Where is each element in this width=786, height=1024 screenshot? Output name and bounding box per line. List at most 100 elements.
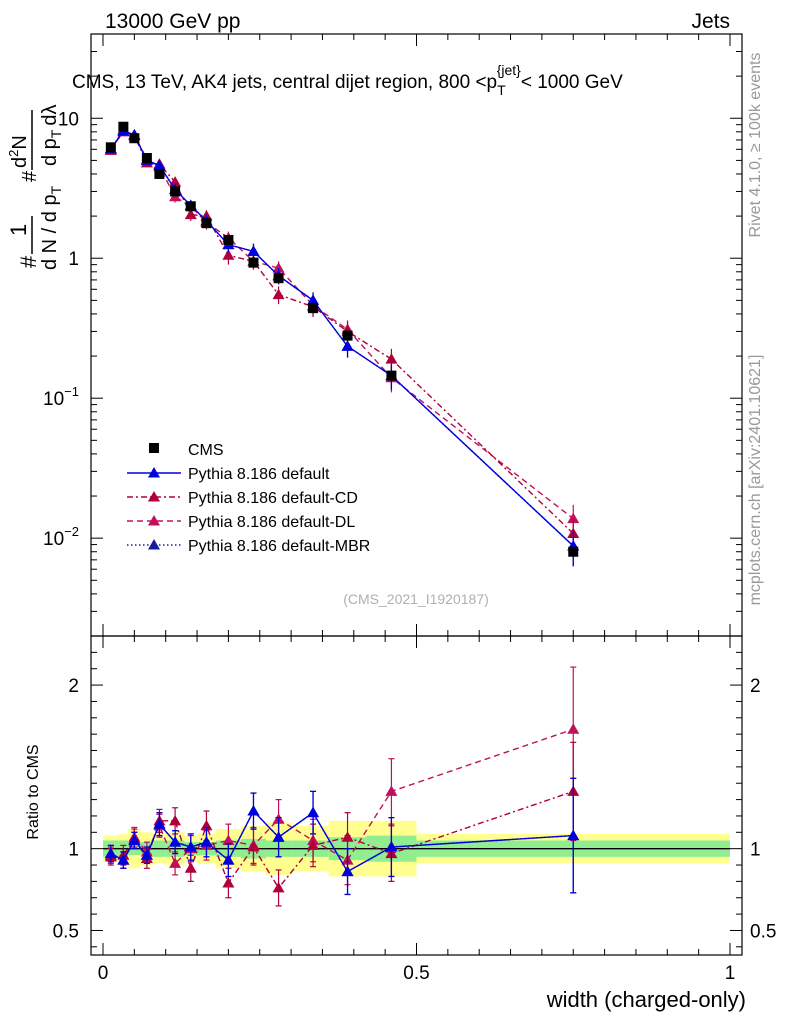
data-point bbox=[129, 133, 140, 144]
ratio-point bbox=[153, 818, 166, 829]
x-tick-label: 0 bbox=[98, 963, 109, 984]
legend-marker bbox=[148, 539, 160, 550]
ratio-point bbox=[385, 785, 398, 796]
ratio-y-label: Ratio to CMS bbox=[25, 744, 42, 839]
legend-entry: Pythia 8.186 default bbox=[127, 466, 330, 483]
analysis-watermark: (CMS_2021_I1920187) bbox=[343, 591, 489, 607]
title-prefix: CMS, 13 TeV, AK4 jets, central dijet reg… bbox=[72, 72, 497, 93]
ratio-point bbox=[341, 865, 354, 877]
ratio-point bbox=[169, 836, 182, 847]
ratio-point bbox=[567, 723, 580, 734]
ratio-panel: 0.5 0.5 1 1 2 2 0 0.5 1 bbox=[53, 635, 776, 984]
legend-entry: Pythia 8.186 default-DL bbox=[127, 514, 355, 531]
ratio-point bbox=[567, 829, 580, 841]
ratio-y-tick-label-right: 2 bbox=[750, 676, 761, 697]
ratio-point bbox=[200, 836, 213, 847]
series-point bbox=[222, 249, 235, 260]
series-line bbox=[110, 131, 574, 520]
legend-label: Pythia 8.186 default-CD bbox=[188, 490, 358, 507]
ratio-point bbox=[169, 857, 182, 868]
legend-label: CMS bbox=[188, 442, 224, 459]
ylabel-hash1: # bbox=[16, 255, 41, 268]
ratio-y-tick-label-right: 0.5 bbox=[750, 921, 776, 942]
ratio-series-0 bbox=[104, 777, 580, 896]
x-tick-label: 1 bbox=[725, 963, 736, 984]
legend-marker bbox=[148, 467, 160, 478]
ratio-point bbox=[307, 806, 320, 818]
series-point bbox=[272, 288, 285, 300]
ratio-point bbox=[222, 854, 235, 865]
legend-label: Pythia 8.186 default-DL bbox=[188, 514, 355, 531]
ratio-point bbox=[341, 831, 354, 842]
data-point bbox=[141, 153, 152, 164]
title-suffix: < 1000 GeV bbox=[521, 72, 623, 93]
series-point bbox=[385, 353, 398, 364]
ratio-frame bbox=[90, 635, 743, 956]
energy-label: 13000 GeV pp bbox=[105, 10, 240, 33]
legend-marker bbox=[148, 491, 160, 502]
y-tick-label: 1 bbox=[68, 249, 79, 270]
data-point bbox=[201, 218, 212, 229]
ratio-y-tick-label: 2 bbox=[68, 676, 79, 697]
x-axis-label: width (charged-only) bbox=[546, 987, 746, 1012]
main-y-label: # 1 d N / d pT # d2N d pTdλ bbox=[6, 105, 64, 271]
data-point bbox=[154, 168, 165, 179]
legend-entry: CMS bbox=[149, 442, 224, 459]
series-point bbox=[153, 159, 166, 170]
legend-marker bbox=[148, 515, 160, 526]
legend-entry: Pythia 8.186 default-MBR bbox=[127, 538, 370, 555]
rivet-label: Rivet 4.1.0, ≥ 100k events bbox=[747, 53, 764, 238]
ratio-point bbox=[247, 805, 260, 816]
y-tick-label: 10 bbox=[58, 109, 79, 130]
ratio-y-tick-label: 0.5 bbox=[53, 921, 79, 942]
data-point bbox=[185, 201, 196, 212]
ratio-point bbox=[117, 854, 130, 865]
ylabel-dpt: d pTdλ bbox=[39, 105, 64, 167]
legend: CMS Pythia 8.186 default Pythia 8.186 defa… bbox=[127, 442, 370, 555]
data-point bbox=[248, 257, 259, 268]
ratio-point bbox=[140, 849, 153, 860]
ratio-point bbox=[169, 814, 182, 826]
data-point bbox=[170, 186, 181, 197]
ratio-point bbox=[272, 881, 285, 893]
title-sup: {jet} bbox=[497, 62, 521, 78]
data-point bbox=[568, 546, 579, 557]
ratio-point bbox=[184, 841, 197, 852]
ratio-point bbox=[385, 841, 398, 852]
ratio-y-tick-label: 1 bbox=[68, 840, 79, 861]
ratio-point bbox=[104, 847, 117, 859]
data-point bbox=[223, 234, 234, 245]
data-point bbox=[105, 142, 116, 153]
ratio-y-tick-label-right: 1 bbox=[750, 840, 761, 861]
main-panel: 10−210−1110102 bbox=[43, 33, 743, 637]
mcplots-label: mcplots.cern.ch [arXiv:2401.10621] bbox=[747, 355, 764, 606]
data-point bbox=[386, 370, 397, 381]
ratio-point bbox=[128, 834, 141, 845]
x-tick-label: 0.5 bbox=[403, 963, 429, 984]
ratio-point bbox=[307, 839, 320, 850]
ylabel-den: d N / d pT bbox=[39, 185, 64, 270]
ratio-point bbox=[272, 831, 285, 842]
series-point bbox=[307, 294, 320, 305]
series-point bbox=[272, 262, 285, 273]
series-cms bbox=[105, 121, 579, 557]
ratio-point bbox=[184, 862, 197, 873]
ylabel-hash2: # bbox=[19, 170, 41, 182]
ratio-point bbox=[247, 841, 260, 852]
ratio-point bbox=[222, 834, 235, 845]
ylabel-one: 1 bbox=[6, 224, 31, 236]
legend-entry: Pythia 8.186 default-CD bbox=[127, 490, 358, 507]
legend-label: Pythia 8.186 default bbox=[188, 466, 330, 483]
ylabel-d2: d2N bbox=[6, 135, 31, 168]
data-point bbox=[342, 330, 353, 341]
main-title: CMS, 13 TeV, AK4 jets, central dijet reg… bbox=[72, 62, 623, 98]
data-point bbox=[118, 121, 129, 132]
y-tick-label: 10−1 bbox=[43, 384, 79, 410]
title-sub: T bbox=[497, 82, 506, 98]
ratio-point bbox=[222, 877, 235, 888]
data-point bbox=[273, 273, 284, 284]
legend-label: Pythia 8.186 default-MBR bbox=[188, 538, 370, 555]
series-point bbox=[247, 245, 260, 256]
legend-marker bbox=[149, 443, 159, 453]
